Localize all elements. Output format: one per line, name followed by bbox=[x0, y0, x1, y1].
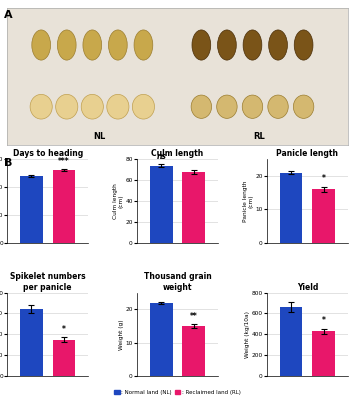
Ellipse shape bbox=[30, 94, 52, 119]
Y-axis label: Culm length
(cm): Culm length (cm) bbox=[113, 183, 124, 219]
Bar bbox=[150, 166, 173, 243]
Ellipse shape bbox=[58, 30, 76, 60]
Ellipse shape bbox=[293, 95, 314, 118]
Y-axis label: Weight (kg/10a): Weight (kg/10a) bbox=[245, 311, 250, 358]
Bar bbox=[20, 176, 43, 243]
Text: NL: NL bbox=[93, 132, 105, 141]
Title: Spikelet numbers
per panicle: Spikelet numbers per panicle bbox=[10, 272, 86, 292]
Bar bbox=[182, 326, 205, 376]
Title: Thousand grain
weight: Thousand grain weight bbox=[144, 272, 211, 292]
Ellipse shape bbox=[107, 94, 129, 119]
Bar bbox=[150, 303, 173, 376]
Ellipse shape bbox=[56, 94, 78, 119]
Bar bbox=[53, 340, 75, 376]
Ellipse shape bbox=[81, 94, 103, 119]
Bar bbox=[182, 172, 205, 243]
Ellipse shape bbox=[134, 30, 153, 60]
Ellipse shape bbox=[32, 30, 50, 60]
Ellipse shape bbox=[109, 30, 127, 60]
Ellipse shape bbox=[192, 30, 211, 60]
Text: RL: RL bbox=[253, 132, 265, 141]
Ellipse shape bbox=[294, 30, 313, 60]
Ellipse shape bbox=[83, 30, 102, 60]
Title: Days to heading: Days to heading bbox=[12, 150, 83, 158]
Text: *: * bbox=[322, 316, 326, 325]
Text: ***: *** bbox=[58, 157, 70, 166]
Bar bbox=[53, 170, 75, 243]
Ellipse shape bbox=[242, 95, 263, 118]
Text: A: A bbox=[4, 10, 12, 20]
Bar bbox=[312, 189, 335, 243]
Ellipse shape bbox=[269, 30, 288, 60]
Y-axis label: Weight (g): Weight (g) bbox=[119, 319, 124, 350]
Bar bbox=[20, 309, 43, 376]
Text: ns: ns bbox=[156, 152, 166, 161]
Bar bbox=[280, 307, 302, 376]
Legend: : Normal land (NL), : Reclaimed land (RL): : Normal land (NL), : Reclaimed land (RL… bbox=[112, 388, 243, 397]
Text: *: * bbox=[62, 324, 66, 334]
Text: *: * bbox=[322, 174, 326, 183]
Bar bbox=[280, 173, 302, 243]
Title: Yield: Yield bbox=[297, 283, 318, 292]
Ellipse shape bbox=[243, 30, 262, 60]
Ellipse shape bbox=[268, 95, 288, 118]
Title: Culm length: Culm length bbox=[151, 150, 204, 158]
Ellipse shape bbox=[132, 94, 154, 119]
Ellipse shape bbox=[218, 30, 236, 60]
Text: **: ** bbox=[190, 312, 198, 321]
Ellipse shape bbox=[217, 95, 237, 118]
Ellipse shape bbox=[191, 95, 212, 118]
Title: Panicle length: Panicle length bbox=[276, 150, 338, 158]
Y-axis label: Panicle length
(cm): Panicle length (cm) bbox=[243, 180, 254, 222]
Bar bbox=[312, 331, 335, 376]
Text: B: B bbox=[4, 158, 12, 168]
